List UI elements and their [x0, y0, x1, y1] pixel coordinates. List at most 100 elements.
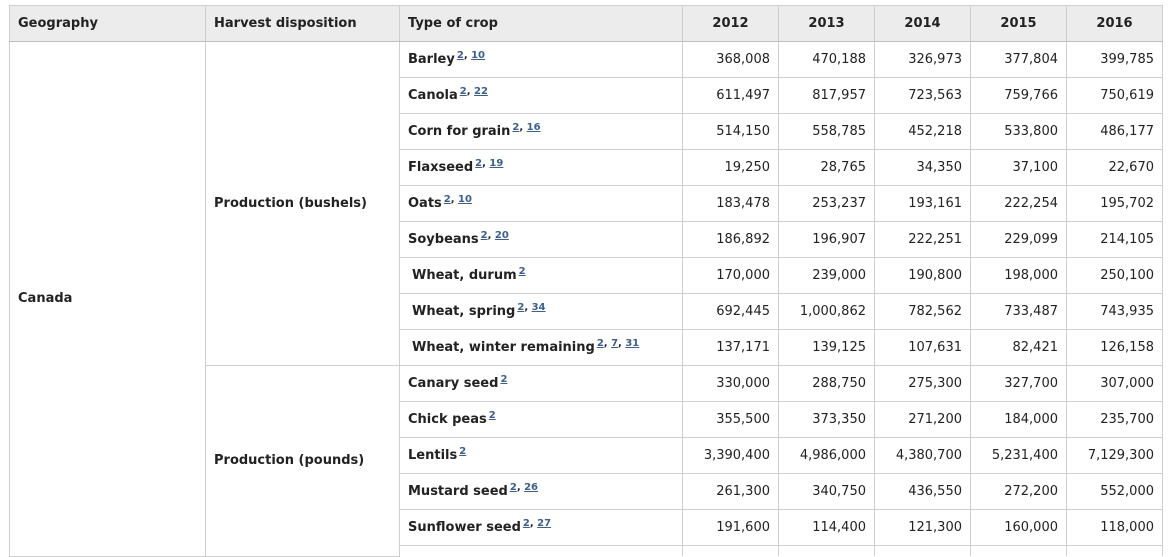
- footnote-link[interactable]: 2: [443, 194, 451, 205]
- footnote-refs: 2: [519, 266, 526, 277]
- footnote-link[interactable]: 2: [480, 230, 488, 241]
- value-cell: 5,231,400: [970, 437, 1067, 474]
- footnote-link[interactable]: 27: [537, 518, 552, 529]
- value-cell: 193,161: [874, 185, 971, 222]
- value-cell: 817,957: [778, 77, 875, 114]
- empty-cell: [682, 545, 779, 556]
- value-cell: 184,000: [970, 401, 1067, 438]
- value-cell: 235,700: [1066, 401, 1163, 438]
- crop-production-table: Geography Harvest disposition Type of cr…: [9, 5, 1163, 557]
- crop-name: Sunflower seed: [408, 520, 521, 535]
- crop-cell: Barley 2, 10: [399, 41, 683, 78]
- empty-cell: [399, 545, 683, 556]
- crop-name: Wheat, winter remaining: [412, 340, 595, 355]
- footnote-link[interactable]: 2: [500, 374, 508, 385]
- value-cell: 514,150: [682, 113, 779, 150]
- footnote-link[interactable]: 2: [488, 410, 496, 421]
- geography-cell: Canada: [9, 41, 206, 557]
- value-cell: 239,000: [778, 257, 875, 294]
- value-cell: 137,171: [682, 329, 779, 366]
- value-cell: 330,000: [682, 365, 779, 402]
- footnote-link[interactable]: 2: [509, 482, 517, 493]
- footnote-link[interactable]: 2: [512, 122, 520, 133]
- value-cell: 22,670: [1066, 149, 1163, 186]
- footnote-refs: 2, 7, 31: [596, 338, 640, 349]
- value-cell: 326,973: [874, 41, 971, 78]
- footnote-link[interactable]: 10: [471, 50, 486, 61]
- table-row: Oats 2, 10 183,478 253,237 193,161 222,254 195…: [10, 185, 1163, 222]
- footnote-link[interactable]: 31: [625, 338, 640, 349]
- value-cell: 355,500: [682, 401, 779, 438]
- table-row: Sunflower seed 2, 27 191,600 114,400 121,300…: [10, 509, 1163, 546]
- value-cell: 1,000,862: [778, 293, 875, 330]
- value-cell: 759,766: [970, 77, 1067, 114]
- value-cell: 692,445: [682, 293, 779, 330]
- empty-cell: [874, 545, 971, 556]
- value-cell: 261,300: [682, 473, 779, 510]
- footnote-link[interactable]: 10: [458, 194, 472, 205]
- footnote-link[interactable]: 26: [524, 482, 539, 493]
- crop-cell: Lentils 2: [399, 437, 683, 474]
- crop-cell: Wheat, spring 2, 34: [399, 293, 683, 330]
- footnote-refs: 2, 34: [517, 302, 546, 313]
- crop-name: Wheat, spring: [412, 304, 516, 319]
- value-cell: 327,700: [970, 365, 1067, 402]
- footnote-link[interactable]: 34: [531, 302, 546, 313]
- footnote-refs: 2, 27: [522, 518, 552, 529]
- footnote-link[interactable]: 2: [517, 302, 525, 313]
- value-cell: 34,350: [874, 149, 971, 186]
- footnote-refs: 2, 22: [459, 86, 488, 97]
- value-cell: 288,750: [778, 365, 875, 402]
- value-cell: 198,000: [970, 257, 1067, 294]
- table-row: Canada Production (bushels) Barley 2, 10 368…: [9, 41, 1163, 557]
- footnote-refs: 2, 10: [443, 194, 472, 205]
- value-cell: 186,892: [682, 221, 779, 258]
- value-cell: 222,254: [970, 185, 1067, 222]
- footnote-refs: 2, 19: [475, 158, 504, 169]
- crop-cell: Wheat, durum 2: [399, 257, 683, 294]
- value-cell: 7,129,300: [1066, 437, 1163, 474]
- footnote-link[interactable]: 2: [459, 86, 467, 97]
- value-cell: 271,200: [874, 401, 971, 438]
- footnote-refs: 2, 10: [456, 50, 486, 61]
- footnote-link[interactable]: 2: [596, 338, 604, 349]
- table-row: Soybeans 2, 20 186,892 196,907 222,251 229,09…: [10, 221, 1163, 258]
- value-cell: 37,100: [970, 149, 1067, 186]
- footnote-link[interactable]: 2: [518, 266, 526, 277]
- table-body: Canada Production (bushels) Barley 2, 10 368…: [9, 41, 1163, 557]
- value-cell: 340,750: [778, 473, 875, 510]
- footnote-link[interactable]: 16: [526, 122, 541, 133]
- value-cell: 373,350: [778, 401, 875, 438]
- footnote-link[interactable]: 7: [611, 338, 619, 349]
- table-row: Canola 2, 22 611,497 817,957 723,563 759,766 7…: [10, 77, 1163, 114]
- empty-cell: [778, 545, 875, 556]
- table-row: Chick peas 2 355,500 373,350 271,200 184,000 2…: [10, 401, 1163, 438]
- value-cell: 272,200: [970, 473, 1067, 510]
- crop-cell: Sunflower seed 2, 27: [399, 509, 683, 546]
- value-cell: 28,765: [778, 149, 875, 186]
- value-cell: 114,400: [778, 509, 875, 546]
- footnote-link[interactable]: 2: [475, 158, 483, 169]
- footnote-link[interactable]: 2: [459, 446, 467, 457]
- value-cell: 229,099: [970, 221, 1067, 258]
- crop-name: Wheat, durum: [412, 268, 517, 283]
- value-cell: 377,804: [970, 41, 1067, 78]
- footnote-link[interactable]: 2: [522, 518, 530, 529]
- crop-cell: Canary seed 2: [399, 365, 683, 402]
- footnote-link[interactable]: 2: [456, 50, 464, 61]
- footnote-link[interactable]: 20: [494, 230, 509, 241]
- value-cell: 222,251: [874, 221, 971, 258]
- crop-name: Chick peas: [408, 412, 487, 427]
- footnote-link[interactable]: 19: [489, 158, 504, 169]
- value-cell: 307,000: [1066, 365, 1163, 402]
- value-cell: 4,986,000: [778, 437, 875, 474]
- value-cell: 486,177: [1066, 113, 1163, 150]
- value-cell: 733,487: [970, 293, 1067, 330]
- value-cell: 3,390,400: [682, 437, 779, 474]
- value-cell: 126,158: [1066, 329, 1163, 366]
- value-cell: 452,218: [874, 113, 971, 150]
- value-cell: 470,188: [778, 41, 875, 78]
- crop-cell: Oats 2, 10: [399, 185, 683, 222]
- table-row-partial: [10, 545, 1163, 556]
- footnote-link[interactable]: 22: [473, 86, 488, 97]
